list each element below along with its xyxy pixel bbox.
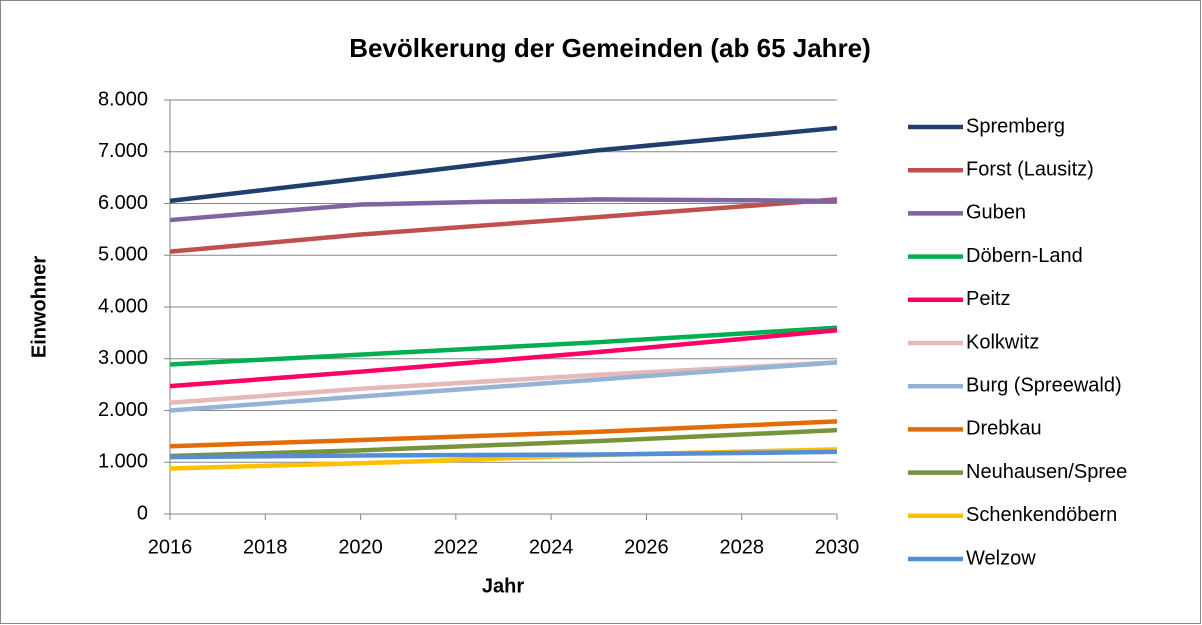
legend-label: Schenkendöbern bbox=[966, 504, 1117, 526]
x-tick-label: 2030 bbox=[815, 536, 860, 558]
series-line bbox=[169, 325, 838, 367]
x-tick-label: 2024 bbox=[529, 536, 574, 558]
x-tick-label: 2026 bbox=[624, 536, 669, 558]
y-tick-label: 6.000 bbox=[98, 192, 148, 214]
series-line bbox=[169, 360, 838, 413]
series-line bbox=[169, 197, 838, 223]
series-line bbox=[169, 328, 838, 389]
x-axis-label: Jahr bbox=[482, 575, 524, 597]
series-line bbox=[169, 197, 838, 254]
legend-label: Kolkwitz bbox=[966, 331, 1039, 353]
legend-label: Welzow bbox=[966, 547, 1036, 569]
y-tick-label: 0 bbox=[137, 502, 148, 524]
x-tick-label: 2022 bbox=[434, 536, 479, 558]
series-line bbox=[169, 427, 838, 459]
legend-label: Burg (Spreewald) bbox=[966, 374, 1122, 396]
legend-label: Spremberg bbox=[966, 115, 1065, 137]
x-tick-label: 2028 bbox=[719, 536, 764, 558]
y-tick-label: 3.000 bbox=[98, 347, 148, 369]
y-axis-label: Einwohner bbox=[28, 256, 50, 358]
x-tick-label: 2016 bbox=[148, 536, 193, 558]
series-line bbox=[169, 419, 838, 449]
legend-label: Drebkau bbox=[966, 418, 1042, 440]
y-tick-label: 8.000 bbox=[98, 88, 148, 110]
y-tick-label: 4.000 bbox=[98, 295, 148, 317]
legend-label: Peitz bbox=[966, 288, 1010, 310]
legend-label: Forst (Lausitz) bbox=[966, 158, 1094, 180]
x-tick-label: 2020 bbox=[338, 536, 383, 558]
x-tick-label: 2018 bbox=[243, 536, 288, 558]
legend-label: Döbern-Land bbox=[966, 245, 1083, 267]
series-line bbox=[169, 125, 838, 204]
y-tick-label: 1.000 bbox=[98, 451, 148, 473]
y-tick-label: 2.000 bbox=[98, 399, 148, 421]
legend-label: Neuhausen/Spree bbox=[966, 461, 1127, 483]
chart-title: Bevölkerung der Gemeinden (ab 65 Jahre) bbox=[349, 33, 871, 63]
y-tick-label: 7.000 bbox=[98, 140, 148, 162]
series-line bbox=[169, 449, 838, 460]
series-line bbox=[169, 360, 838, 405]
legend-label: Guben bbox=[966, 202, 1026, 224]
y-tick-label: 5.000 bbox=[98, 244, 148, 266]
